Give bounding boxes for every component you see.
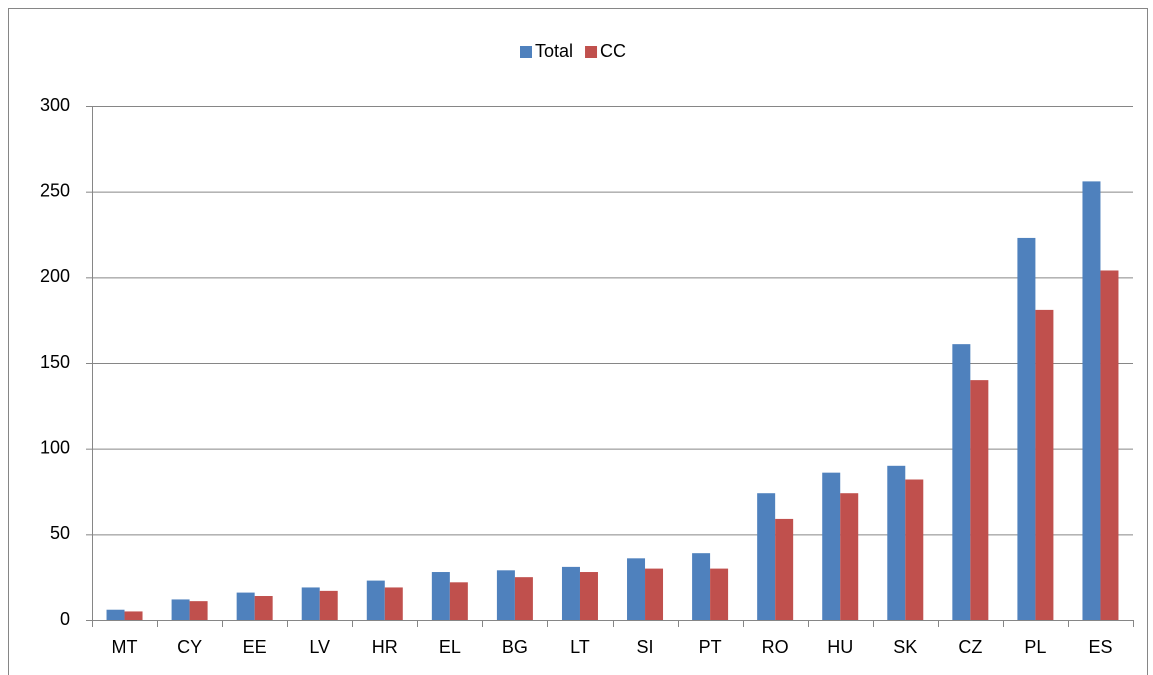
x-tick-label: ES xyxy=(1088,637,1112,657)
x-tick-label: HU xyxy=(827,637,853,657)
legend-swatch xyxy=(520,46,532,58)
y-tick-label: 200 xyxy=(40,266,70,286)
bar xyxy=(106,609,125,620)
bar xyxy=(627,558,646,620)
bar xyxy=(561,566,580,620)
bar xyxy=(692,553,711,620)
y-tick-label: 100 xyxy=(40,437,70,457)
x-tick-label: EL xyxy=(439,637,461,657)
bar xyxy=(905,479,924,620)
y-tick-label: 300 xyxy=(40,95,70,115)
bar xyxy=(822,472,841,620)
bar xyxy=(1017,237,1036,620)
bar xyxy=(236,592,255,620)
y-tick-label: 250 xyxy=(40,180,70,200)
x-tick-label: BG xyxy=(502,637,528,657)
bar xyxy=(189,601,208,620)
x-tick-label: EE xyxy=(243,637,267,657)
bar xyxy=(301,587,320,620)
x-tick-label: PT xyxy=(699,637,722,657)
legend-swatch xyxy=(585,46,598,58)
bar xyxy=(970,380,989,620)
bar xyxy=(645,568,664,620)
x-tick-label: CY xyxy=(177,637,202,657)
bar xyxy=(579,572,598,620)
x-tick-label: LV xyxy=(309,637,330,657)
bar xyxy=(171,599,190,620)
bar xyxy=(366,580,385,620)
bar xyxy=(887,465,906,620)
bar xyxy=(319,590,338,620)
bar xyxy=(757,493,776,620)
bar xyxy=(254,596,273,620)
legend-label: CC xyxy=(600,41,626,61)
x-tick-label: RO xyxy=(762,637,789,657)
x-tick-label: SI xyxy=(637,637,654,657)
y-tick-label: 50 xyxy=(50,523,70,543)
x-tick-label: CZ xyxy=(958,637,982,657)
x-tick-label: SK xyxy=(893,637,917,657)
bar xyxy=(1082,181,1101,621)
x-tick-label: HR xyxy=(372,637,398,657)
bar xyxy=(1100,270,1119,620)
x-tick-label: PL xyxy=(1024,637,1046,657)
bar xyxy=(775,518,794,620)
bar xyxy=(710,568,729,620)
bar xyxy=(384,587,403,620)
bar xyxy=(840,493,859,620)
x-tick-label: MT xyxy=(112,637,138,657)
legend-label: Total xyxy=(535,41,573,61)
bar xyxy=(1035,309,1054,620)
bar xyxy=(124,611,143,620)
y-tick-label: 150 xyxy=(40,352,70,372)
bar xyxy=(514,577,533,620)
bar xyxy=(431,572,450,620)
x-tick-label: LT xyxy=(570,637,590,657)
bar xyxy=(496,570,515,620)
y-tick-label: 0 xyxy=(60,609,70,629)
bar xyxy=(952,344,971,620)
bar xyxy=(449,582,468,620)
